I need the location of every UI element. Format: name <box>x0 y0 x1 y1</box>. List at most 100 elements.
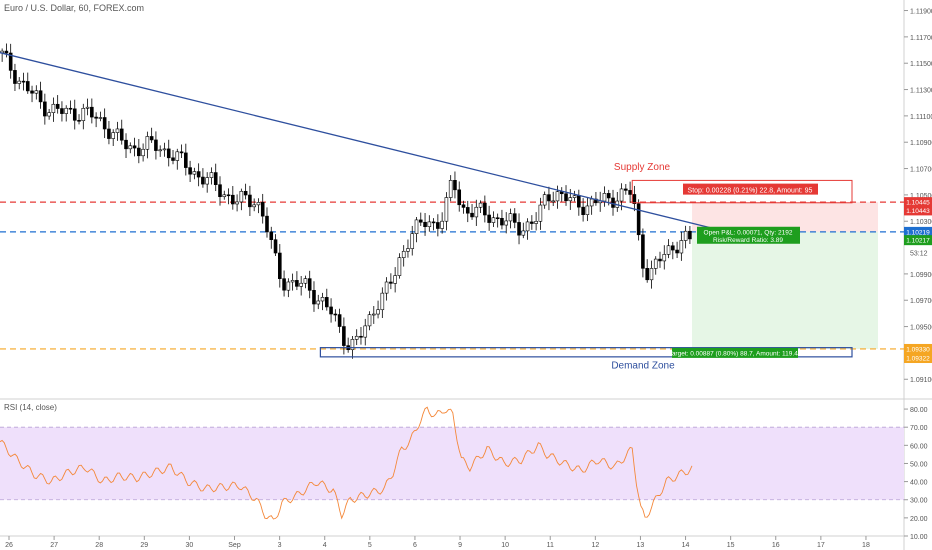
price-tick-label: 1.09500 <box>910 325 932 332</box>
target-label-text: Target: 0.00887 (0.80%) 88.7, Amount: 11… <box>669 350 802 357</box>
candle <box>461 200 466 214</box>
candle <box>342 317 346 355</box>
candle <box>427 215 432 232</box>
price-tag-stop: 1.10445 <box>904 197 932 208</box>
candle <box>25 72 30 94</box>
candle <box>0 48 4 62</box>
candle-body <box>34 90 39 94</box>
price-tick-label: 1.09100 <box>910 377 932 384</box>
time-tick-label: 15 <box>727 542 735 549</box>
candle-body <box>85 106 90 109</box>
candle-body <box>653 258 658 269</box>
candle <box>312 281 316 312</box>
candle-body <box>410 233 415 249</box>
time-tick-label: 9 <box>458 542 462 549</box>
candle-body <box>303 278 308 284</box>
time-tick-label: 12 <box>591 542 599 549</box>
candle <box>64 105 69 122</box>
demand-zone-box[interactable] <box>319 347 853 358</box>
candle-body <box>38 90 43 103</box>
candle <box>487 205 491 231</box>
descending-trendline[interactable] <box>0 52 717 230</box>
price-tick-label: 1.11500 <box>910 61 932 68</box>
candle-body <box>384 281 389 294</box>
candle-body <box>487 214 491 223</box>
price-tag-support: 1.09322 <box>904 353 932 364</box>
candle <box>457 181 462 212</box>
candle-body <box>683 230 688 241</box>
candle-body <box>171 157 175 161</box>
candle <box>55 95 60 114</box>
candle-body <box>354 335 359 340</box>
candle-body <box>218 184 222 198</box>
candle-body <box>568 197 573 202</box>
candle <box>286 278 291 298</box>
candle <box>470 204 474 220</box>
candle <box>278 244 282 288</box>
candle-body <box>141 148 145 157</box>
position-zones <box>692 202 878 349</box>
candle-body <box>628 190 632 195</box>
candle-body <box>521 230 526 236</box>
candle <box>397 253 402 279</box>
candle-body <box>363 325 368 338</box>
candle-body <box>30 90 34 94</box>
candle-body <box>555 191 560 202</box>
candle <box>431 218 436 231</box>
candle <box>465 200 470 223</box>
candle-body <box>60 108 64 114</box>
candle <box>243 183 248 200</box>
candle-body <box>119 128 124 141</box>
candle-body <box>286 281 291 291</box>
candle-body <box>43 101 47 117</box>
candle <box>192 167 197 180</box>
time-tick-label: 6 <box>413 542 417 549</box>
candle <box>521 222 526 239</box>
candle <box>239 188 244 211</box>
candle <box>213 163 218 192</box>
candle-body <box>278 252 282 279</box>
candle <box>115 121 120 141</box>
candle-body <box>602 193 607 202</box>
candle-body <box>265 215 269 233</box>
rsi-axis[interactable]: 80.00 70.00 60.00 50.00 40.00 30.00 20.00 10.00 <box>904 407 928 541</box>
candle <box>128 142 133 154</box>
candle <box>508 208 513 229</box>
price-tick-label: 1.10900 <box>910 140 932 147</box>
candle <box>303 275 308 289</box>
candle <box>21 72 26 91</box>
time-axis[interactable]: 26 27 28 29 30 Sep 3 4 5 6 9 10 11 12 13 14 15 16 17 18 <box>5 536 870 549</box>
price-tag-bg <box>904 197 932 208</box>
candle <box>179 144 184 158</box>
candle <box>235 194 239 212</box>
candle <box>683 225 688 249</box>
candle <box>658 251 662 268</box>
candle <box>320 292 325 311</box>
candle-body <box>444 197 449 222</box>
candle <box>406 239 410 258</box>
price-axis[interactable]: 1.11900 1.11700 1.11500 1.11300 1.11100 1.109… <box>904 9 932 385</box>
candle-body <box>231 194 235 205</box>
candle-body <box>530 221 534 224</box>
candle <box>538 197 543 230</box>
candle-body <box>132 145 137 149</box>
candle <box>329 298 333 323</box>
candle <box>98 111 103 122</box>
price-tag-price: 1.10443 <box>904 205 932 216</box>
candle <box>376 300 380 319</box>
candle-body <box>671 245 675 251</box>
candle <box>38 81 43 109</box>
target-label: Target: 0.00887 (0.80%) 88.7, Amount: 11… <box>669 347 802 358</box>
candle-body <box>495 217 500 220</box>
price-tick-label: 1.11700 <box>910 35 932 42</box>
price-tag-bg <box>904 343 932 354</box>
chart-title: Euro / U.S. Dollar, 60, FOREX.com <box>4 3 145 13</box>
rsi-tick-label: 70.00 <box>910 425 928 432</box>
candle <box>145 131 150 159</box>
time-tick-label: 10 <box>501 542 509 549</box>
candle-body <box>624 188 628 191</box>
supply-zone-box[interactable] <box>631 179 853 204</box>
candle-body <box>491 217 496 223</box>
